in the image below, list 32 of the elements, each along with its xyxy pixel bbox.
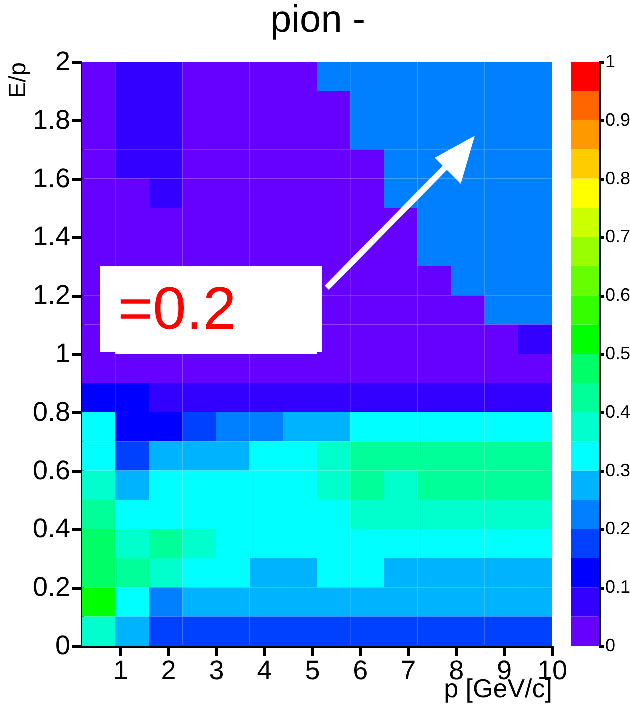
y-tick-label: 0.8 [32,396,70,427]
color-bar-label: 0.8 [606,168,630,188]
y-tick-label: 1.2 [32,280,70,310]
x-tick-label: 4 [257,656,272,686]
y-tick-label: 2 [55,46,70,76]
color-bar-label: 0.5 [606,344,630,364]
y-tick-label: 0.6 [32,455,70,486]
x-tick-label: 6 [353,656,368,686]
color-bar-label: 1 [606,52,616,72]
color-bar-label: 0.7 [606,226,630,247]
y-tick-label: 0 [55,630,70,660]
color-bar-label: 0.3 [606,460,630,480]
x-tick-label: 7 [401,656,416,686]
chart-title: pion - [270,0,366,41]
y-tick-label: 1.8 [32,104,70,135]
y-tick-label: 1 [55,338,70,368]
y-tick-label: 0.4 [32,514,70,544]
color-bar-label: 0.2 [606,518,630,539]
x-tick-label: 1 [113,656,128,686]
color-bar-label: 0.6 [606,285,630,306]
color-bar-label: 0 [606,636,616,656]
color-bar-label: 0.4 [606,402,630,422]
x-tick-label: 2 [161,656,176,686]
y-axis-title: E/p [4,62,32,99]
y-tick-label: 1.6 [32,163,70,194]
color-bar-label: 0.1 [606,577,630,598]
x-tick-label: 5 [305,656,320,686]
annotation: =0.2 [100,266,322,352]
color-bar-label: 0.9 [606,110,630,130]
x-tick-label: 3 [209,656,224,686]
y-tick-label: 0.2 [32,572,70,602]
y-tick-label: 1.4 [32,222,70,252]
